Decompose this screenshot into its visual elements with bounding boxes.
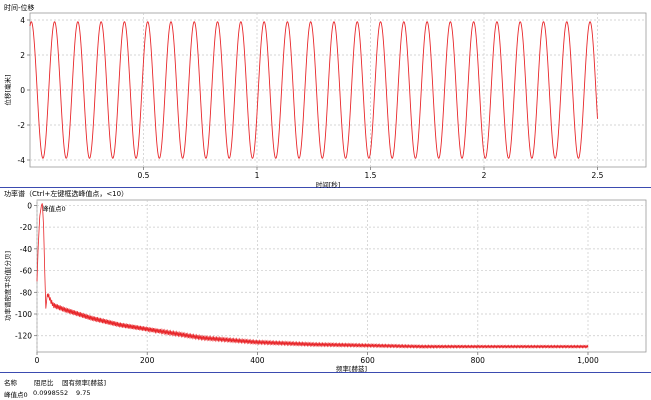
- displacement-series-line: [29, 21, 598, 159]
- y-tick-label: -100: [15, 310, 32, 319]
- x-tick-label: 0.5: [138, 171, 150, 180]
- x-tick-label: 2.5: [592, 171, 604, 180]
- x-tick-label: 1.5: [365, 171, 377, 180]
- y-tick-label: -60: [20, 267, 32, 276]
- y-tick-label: 0: [27, 201, 32, 210]
- header-frequency: 固有频率[赫兹]: [62, 379, 107, 387]
- x-tick-label: 800: [471, 356, 486, 365]
- x-tick-label: 200: [140, 356, 155, 365]
- chart-title-power-spectrum: 功率谱（Ctrl+左键框选峰值点，<10）: [4, 190, 129, 198]
- x-tick-label: 0: [35, 356, 40, 365]
- header-name: 名称: [4, 379, 17, 387]
- cell-damping: 0.0998552: [33, 389, 69, 397]
- plot-area: [36, 199, 647, 353]
- y-tick-label: -40: [20, 245, 32, 254]
- x-tick-label: 400: [250, 356, 265, 365]
- table-row[interactable]: 峰值点0 0.0998552 9.75: [0, 389, 651, 400]
- x-tick-label: 1: [255, 171, 260, 180]
- y-tick-label: 0: [20, 86, 25, 95]
- panel-divider[interactable]: [0, 187, 651, 188]
- y-axis-label: 功率谱密度平均值[分贝]: [3, 251, 12, 321]
- x-tick-label: 1,000: [577, 356, 599, 365]
- y-tick-label: 2: [20, 51, 25, 60]
- header-damping: 阻尼比: [34, 379, 54, 387]
- x-tick-label: 600: [360, 356, 375, 365]
- psd-series-line: [36, 203, 589, 349]
- y-tick-label: -120: [15, 332, 32, 341]
- x-tick-label: 2: [482, 171, 487, 180]
- y-axis-label: 位移[毫米]: [3, 74, 12, 105]
- x-axis-label: 频率[赫兹]: [336, 364, 367, 372]
- y-tick-label: 4: [20, 16, 25, 25]
- chart-title-time-displacement: 时间-位移: [4, 4, 35, 12]
- time-displacement-chart[interactable]: 0.5 1 1.5 2 2.5 -4 -2 0 2 4 时间[秒] 位移[毫米]: [0, 0, 651, 190]
- cell-name: 峰值点0: [4, 391, 28, 399]
- x-axis-label: 时间[秒]: [316, 180, 341, 189]
- panel-divider[interactable]: [0, 372, 651, 373]
- cell-frequency: 9.75: [76, 389, 91, 397]
- y-tick-label: -4: [18, 156, 26, 165]
- y-tick-label: -20: [20, 223, 32, 232]
- table-header-row: 名称 阻尼比 固有频率[赫兹]: [0, 377, 651, 388]
- peak-annotation: 峰值点0: [42, 204, 66, 213]
- power-spectrum-chart[interactable]: 0 200 400 600 800 1,0000-20-40-60-80-100-120频…: [0, 0, 651, 372]
- y-tick-label: -2: [18, 121, 26, 130]
- y-tick-label: -80: [20, 288, 32, 297]
